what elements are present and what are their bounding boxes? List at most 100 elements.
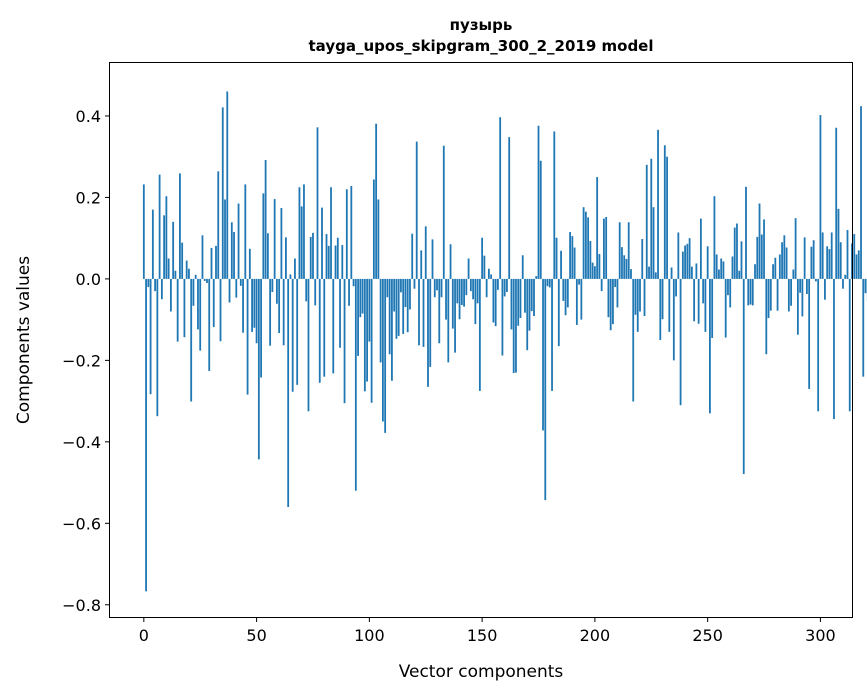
bar — [688, 238, 691, 279]
y-axis-label: Components values — [14, 256, 34, 424]
bar — [699, 218, 702, 279]
bar — [729, 278, 732, 308]
bar — [149, 278, 152, 395]
bar — [645, 164, 648, 279]
bar — [217, 171, 220, 279]
bar — [375, 123, 378, 279]
bar — [388, 278, 391, 355]
bar — [194, 274, 197, 279]
y-axis: −0.8 −0.6 −0.4 −0.2 0.0 0.2 0.4 — [62, 107, 110, 615]
bar — [772, 264, 774, 279]
bar — [512, 278, 515, 373]
bar — [206, 278, 208, 283]
bar — [422, 278, 425, 347]
bar — [145, 278, 147, 592]
bar — [718, 269, 720, 279]
bar — [733, 227, 736, 279]
bar — [826, 246, 829, 279]
bar — [294, 258, 296, 279]
bar — [636, 278, 639, 332]
bar — [555, 237, 558, 279]
bar — [282, 278, 285, 346]
bar — [176, 278, 179, 342]
bar — [503, 278, 506, 297]
bar — [492, 278, 495, 323]
bar — [275, 278, 278, 304]
bar — [386, 278, 389, 298]
bar — [478, 278, 481, 391]
bar — [627, 222, 630, 279]
bar — [695, 263, 698, 279]
y-tick-label: 0.0 — [76, 270, 101, 289]
bar — [566, 278, 569, 308]
bar — [839, 242, 842, 279]
bar — [366, 278, 368, 382]
bar — [702, 278, 705, 304]
bar — [573, 247, 576, 279]
bar — [517, 278, 520, 326]
bar — [219, 278, 222, 342]
bar — [821, 232, 824, 279]
bar — [230, 222, 233, 279]
bar — [481, 237, 484, 279]
bar — [810, 246, 813, 279]
bar — [291, 278, 294, 392]
bar — [469, 278, 472, 292]
bar — [440, 278, 443, 298]
bar — [546, 278, 549, 287]
bar — [783, 235, 786, 279]
bar — [483, 255, 486, 279]
bar — [233, 232, 235, 279]
bar — [774, 257, 777, 279]
bar — [842, 278, 844, 289]
bar — [844, 274, 847, 279]
bar — [819, 115, 822, 279]
bar — [553, 131, 556, 279]
bar — [539, 160, 542, 279]
bar — [526, 278, 529, 351]
bar — [641, 238, 644, 279]
bar — [792, 269, 795, 279]
bar — [167, 258, 170, 279]
bar — [763, 219, 765, 279]
bar — [438, 278, 441, 344]
bar — [151, 209, 154, 279]
bar — [251, 278, 253, 332]
bar — [296, 278, 299, 385]
bar — [557, 278, 560, 347]
bar — [361, 278, 364, 314]
bar — [857, 250, 860, 279]
bar — [756, 236, 759, 279]
x-tick-label: 50 — [246, 626, 266, 645]
x-axis-label: Vector components — [399, 662, 564, 682]
bar — [593, 266, 596, 279]
bar — [582, 207, 585, 279]
bar — [418, 278, 420, 346]
bar — [242, 278, 244, 333]
bar — [363, 278, 366, 392]
bar — [318, 278, 321, 383]
bar — [846, 230, 849, 279]
bar — [542, 278, 544, 431]
bar — [690, 266, 693, 279]
bar — [670, 267, 673, 279]
bar — [765, 278, 768, 355]
bar — [345, 189, 348, 279]
bar — [490, 274, 493, 279]
bar — [289, 274, 292, 279]
bar — [562, 278, 565, 301]
bar — [578, 278, 580, 285]
bar — [508, 137, 511, 279]
bar — [497, 278, 499, 290]
bar — [447, 278, 450, 363]
bar — [661, 278, 664, 320]
bar — [781, 242, 783, 279]
bar — [181, 242, 184, 279]
bar — [312, 232, 314, 279]
bar — [521, 255, 524, 279]
bar — [736, 223, 738, 279]
bar — [307, 278, 310, 412]
bar — [706, 246, 709, 279]
bar — [476, 278, 479, 304]
bar — [643, 278, 646, 316]
